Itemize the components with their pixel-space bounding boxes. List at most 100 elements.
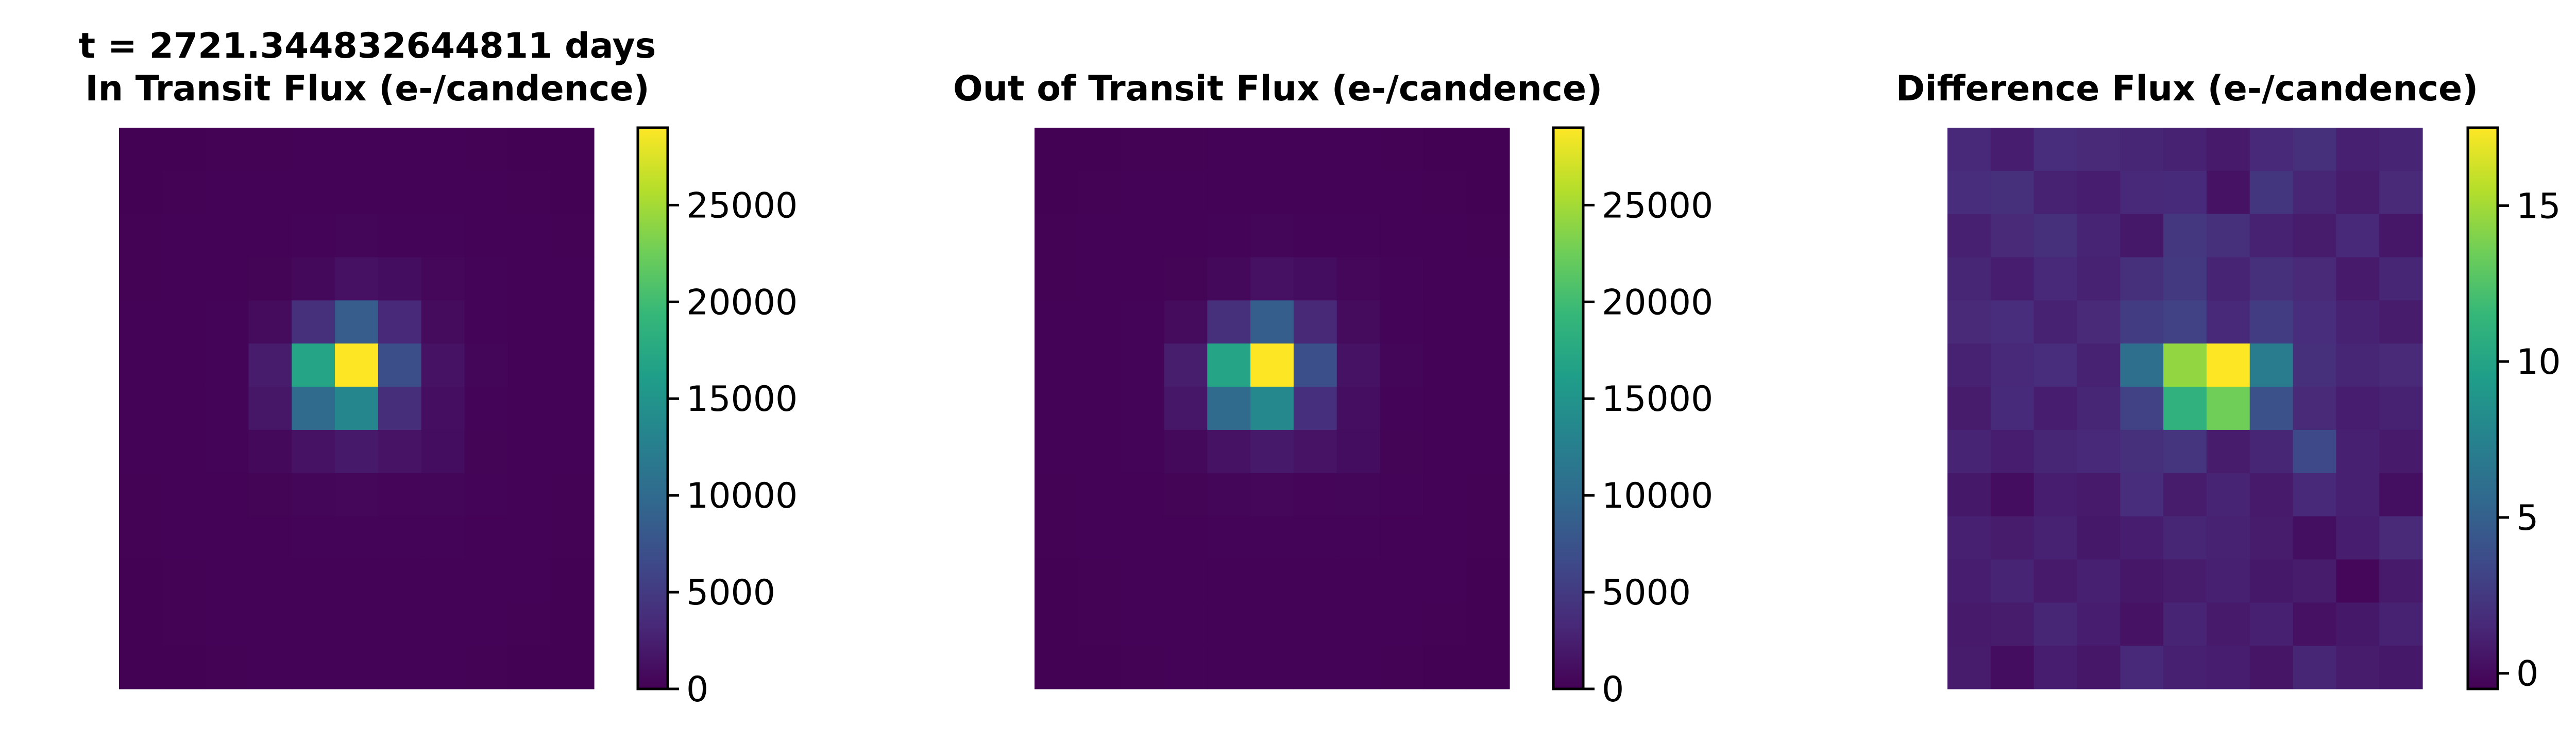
heatmap-cell <box>2293 602 2336 646</box>
heatmap-cell <box>1423 646 1467 689</box>
colorbar-gradient <box>1552 126 1585 690</box>
heatmap-cell <box>2293 128 2336 171</box>
heatmap-cell <box>2206 343 2250 387</box>
heatmap-cell <box>1990 473 2035 517</box>
heatmap-cell <box>551 429 595 474</box>
heatmap-cell <box>2163 300 2207 344</box>
heatmap-cell <box>1293 257 1337 301</box>
heatmap-cell <box>292 170 335 215</box>
heatmap-cell <box>2163 128 2207 171</box>
heatmap-cell <box>1077 473 1122 517</box>
heatmap-cell <box>1077 516 1122 560</box>
panel-title-difference: Difference Flux (e-/candence) <box>1896 68 2478 109</box>
heatmap-cell <box>1380 170 1423 215</box>
heatmap-cell <box>2077 257 2121 301</box>
heatmap-cell <box>1035 646 1078 689</box>
heatmap-cell <box>162 602 206 646</box>
heatmap-cell <box>1207 429 1251 474</box>
heatmap-cell <box>248 343 292 387</box>
heatmap-cell <box>335 128 379 171</box>
heatmap-cell <box>2336 429 2380 474</box>
heatmap-cell <box>1293 646 1337 689</box>
heatmap-cell <box>2293 214 2336 258</box>
heatmap-cell <box>335 343 379 387</box>
heatmap-cell <box>205 559 249 603</box>
heatmap-cell <box>2249 170 2294 215</box>
heatmap-cell <box>1423 343 1467 387</box>
heatmap-cell <box>248 473 292 517</box>
heatmap-cell <box>421 559 465 603</box>
heatmap-cell <box>1380 214 1423 258</box>
heatmap-cell <box>1121 559 1165 603</box>
heatmap-cell <box>205 300 249 344</box>
heatmap-cell <box>292 602 335 646</box>
heatmap-cell <box>1293 170 1337 215</box>
heatmap-cell <box>1293 516 1337 560</box>
heatmap-cell <box>1990 128 2035 171</box>
heatmap-cell <box>1164 473 1208 517</box>
heatmap-cell <box>2249 214 2294 258</box>
heatmap-cell <box>1947 387 1991 430</box>
heatmap-cell <box>2033 602 2078 646</box>
heatmap-cell <box>205 473 249 517</box>
colorbar-difference: 0 5 10 15 <box>2466 126 2561 695</box>
heatmap-cell <box>421 646 465 689</box>
heatmap-cell <box>2206 128 2250 171</box>
heatmap-cell <box>1336 473 1381 517</box>
heatmap-cell <box>2163 170 2207 215</box>
heatmap-cell <box>421 257 465 301</box>
heatmap-cell <box>421 170 465 215</box>
panel-out-of-transit: Out of Transit Flux (e-/candence) 0 5000 1… <box>953 68 1714 710</box>
heatmap-cell <box>464 559 508 603</box>
heatmap-cell <box>378 429 422 474</box>
heatmap-cell <box>248 128 292 171</box>
heatmap-cell <box>1947 559 1991 603</box>
heatmap-cell <box>1336 559 1381 603</box>
heatmap-cell <box>119 429 163 474</box>
heatmap-cell <box>292 473 335 517</box>
heatmap-cell <box>335 473 379 517</box>
heatmap-cell <box>2120 257 2164 301</box>
heatmap-cell <box>1035 473 1078 517</box>
heatmap-cell <box>2077 343 2121 387</box>
heatmap-cell <box>205 128 249 171</box>
heatmap-cell <box>2206 387 2250 430</box>
heatmap-cell <box>1466 300 1510 344</box>
heatmap-cell <box>421 516 465 560</box>
heatmap-cell <box>551 473 595 517</box>
heatmap-cell <box>119 516 163 560</box>
heatmap-cell <box>2120 473 2164 517</box>
colorbar-tick-label: 15000 <box>1602 379 1713 420</box>
heatmap-cell <box>1077 170 1122 215</box>
heatmap-cell <box>1121 473 1165 517</box>
heatmap-cell <box>2249 343 2294 387</box>
heatmap-cell <box>2249 300 2294 344</box>
heatmap-cell <box>1380 473 1423 517</box>
heatmap-cell <box>1423 602 1467 646</box>
heatmap-cell <box>1380 646 1423 689</box>
heatmap-cell <box>1336 602 1381 646</box>
colorbar-tick-label: 10000 <box>1602 476 1713 516</box>
colorbar-tick-label: 0 <box>686 669 708 710</box>
heatmap-cell <box>248 646 292 689</box>
heatmap-cell <box>335 300 379 344</box>
heatmap-cell <box>1207 343 1251 387</box>
heatmap-cell <box>464 214 508 258</box>
heatmap-cell <box>551 128 595 171</box>
heatmap-cell <box>1250 429 1294 474</box>
heatmap-cell <box>1121 128 1165 171</box>
heatmap-cell <box>2033 343 2078 387</box>
heatmap-cell <box>162 128 206 171</box>
heatmap-cell <box>2249 128 2294 171</box>
heatmap-cell <box>2293 473 2336 517</box>
heatmap-cell <box>507 343 551 387</box>
heatmap-cell <box>1164 559 1208 603</box>
heatmap-cell <box>2120 214 2164 258</box>
heatmap-cell <box>2206 429 2250 474</box>
heatmap-cell <box>1250 257 1294 301</box>
heatmap-cell <box>1207 602 1251 646</box>
heatmap-cell <box>421 300 465 344</box>
heatmap-cell <box>2293 516 2336 560</box>
heatmap-cell <box>1250 473 1294 517</box>
heatmap-cell <box>1121 170 1165 215</box>
